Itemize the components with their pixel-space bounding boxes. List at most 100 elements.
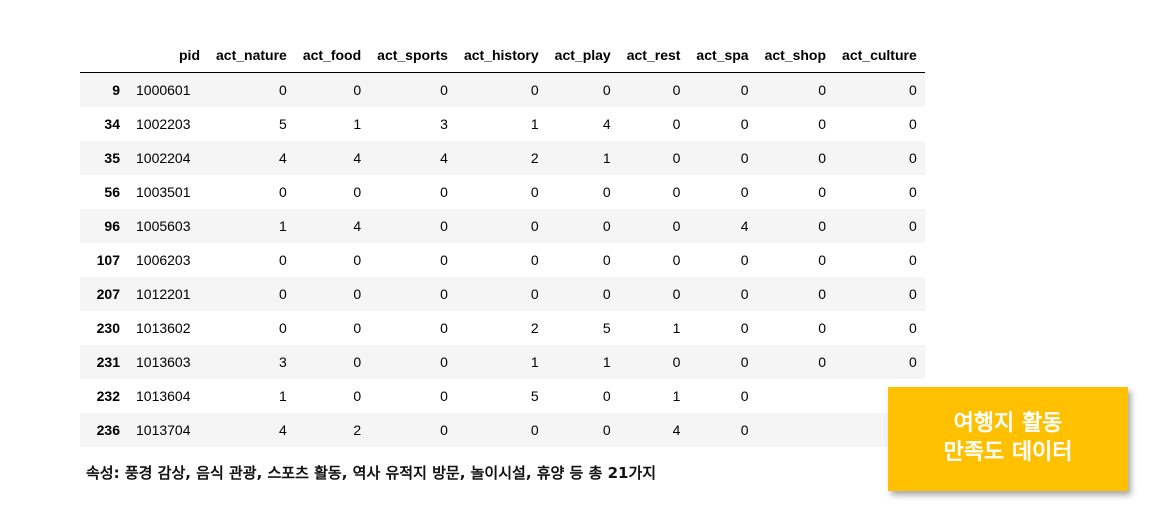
value-cell: 0 <box>740 320 749 336</box>
table-row: 35 1002204 4 4 4 2 1 0 0 0 0 <box>80 141 925 175</box>
column-header: act_play <box>546 38 619 73</box>
value-cell: 0 <box>908 320 917 336</box>
value-cell: 0 <box>818 252 827 268</box>
value-cell: 1 <box>279 218 287 234</box>
value-cell: 0 <box>740 388 749 404</box>
pid-cell: 1002203 <box>136 116 191 132</box>
value-cell: 1 <box>530 354 539 370</box>
value-cell: 0 <box>672 286 681 302</box>
value-cell: 0 <box>672 252 681 268</box>
value-cell: 0 <box>279 286 287 302</box>
value-cell: 0 <box>279 82 287 98</box>
value-cell: 0 <box>353 354 362 370</box>
value-cell: 3 <box>279 354 287 370</box>
pid-cell: 1013603 <box>136 354 191 370</box>
pid-cell: 1002204 <box>136 150 191 166</box>
value-cell: 4 <box>353 150 362 166</box>
value-cell: 0 <box>440 82 448 98</box>
value-cell: 0 <box>672 354 681 370</box>
row-index: 107 <box>96 252 120 268</box>
value-cell: 0 <box>440 422 448 438</box>
pid-cell: 1000601 <box>136 82 191 98</box>
value-cell: 0 <box>602 388 611 404</box>
dataframe-table-container: pid act_nature act_food act_sports act_histo… <box>80 38 925 447</box>
value-cell: 0 <box>353 82 362 98</box>
table-row: 231 1013603 3 0 0 1 1 0 0 0 0 <box>80 345 925 379</box>
value-cell: 0 <box>602 218 611 234</box>
value-cell: 0 <box>908 252 917 268</box>
value-cell: 0 <box>279 252 287 268</box>
value-cell: 4 <box>740 218 749 234</box>
badge-line-2: 만족도 데이터 <box>943 440 1073 465</box>
value-cell: 0 <box>672 82 681 98</box>
value-cell <box>757 379 834 413</box>
column-header: act_nature <box>208 38 295 73</box>
pid-cell: 1013704 <box>136 422 191 438</box>
table-row: 96 1005603 1 4 0 0 0 0 4 0 0 <box>80 209 925 243</box>
value-cell: 0 <box>440 218 448 234</box>
value-cell: 1 <box>672 320 681 336</box>
attributes-caption: 속성: 풍경 감상, 음식 관광, 스포츠 활동, 역사 유적지 방문, 놀이시… <box>86 464 657 482</box>
value-cell: 5 <box>279 116 287 132</box>
column-header: act_history <box>455 38 547 73</box>
table-row: 232 1013604 1 0 0 5 0 1 0 <box>80 379 925 413</box>
table-row: 207 1012201 0 0 0 0 0 0 0 0 0 <box>80 277 925 311</box>
value-cell: 4 <box>279 422 287 438</box>
value-cell: 0 <box>440 388 448 404</box>
pid-cell: 1005603 <box>136 218 191 234</box>
value-cell: 4 <box>279 150 287 166</box>
value-cell: 1 <box>602 150 611 166</box>
value-cell: 0 <box>602 184 611 200</box>
value-cell: 0 <box>908 82 917 98</box>
header-row: pid act_nature act_food act_sports act_histo… <box>80 38 925 73</box>
value-cell: 1 <box>530 116 539 132</box>
value-cell: 0 <box>353 252 362 268</box>
value-cell: 0 <box>440 354 448 370</box>
value-cell: 0 <box>530 422 539 438</box>
value-cell: 4 <box>672 422 681 438</box>
value-cell: 0 <box>740 116 749 132</box>
table-row: 236 1013704 4 2 0 0 0 4 0 <box>80 413 925 447</box>
value-cell: 0 <box>818 218 827 234</box>
row-index: 236 <box>96 422 120 438</box>
value-cell: 4 <box>353 218 362 234</box>
column-header: act_sports <box>369 38 456 73</box>
value-cell: 0 <box>672 218 681 234</box>
value-cell: 2 <box>530 320 539 336</box>
value-cell <box>757 413 834 447</box>
table-body: 9 1000601 0 0 0 0 0 0 0 0 0 34 1002203 5 1 3 1 4 0 0 0 0 35 100… <box>80 72 925 447</box>
pid-cell: 1006203 <box>136 252 191 268</box>
value-cell: 0 <box>602 252 611 268</box>
value-cell: 1 <box>353 116 362 132</box>
column-header: act_food <box>294 38 370 73</box>
value-cell: 0 <box>279 320 287 336</box>
row-index: 9 <box>112 82 120 98</box>
value-cell: 1 <box>672 388 681 404</box>
row-index: 230 <box>96 320 120 336</box>
value-cell: 0 <box>740 286 749 302</box>
row-index: 231 <box>96 354 120 370</box>
value-cell: 2 <box>530 150 539 166</box>
title-badge: 여행지 활동 만족도 데이터 <box>888 387 1128 491</box>
value-cell: 5 <box>530 388 539 404</box>
value-cell: 0 <box>530 218 539 234</box>
value-cell: 0 <box>353 286 362 302</box>
value-cell: 0 <box>530 286 539 302</box>
value-cell: 0 <box>740 252 749 268</box>
column-header: pid <box>128 38 208 73</box>
value-cell: 0 <box>740 150 749 166</box>
pid-cell: 1013602 <box>136 320 191 336</box>
value-cell: 0 <box>602 422 611 438</box>
value-cell: 0 <box>908 354 917 370</box>
value-cell: 0 <box>530 82 539 98</box>
value-cell: 0 <box>908 286 917 302</box>
dataframe-table: pid act_nature act_food act_sports act_histo… <box>80 38 925 447</box>
value-cell: 5 <box>602 320 611 336</box>
value-cell: 0 <box>818 286 827 302</box>
value-cell: 1 <box>279 388 287 404</box>
index-header <box>80 38 128 73</box>
value-cell: 4 <box>440 150 448 166</box>
value-cell: 0 <box>908 218 917 234</box>
value-cell: 0 <box>530 252 539 268</box>
row-index: 207 <box>96 286 120 302</box>
